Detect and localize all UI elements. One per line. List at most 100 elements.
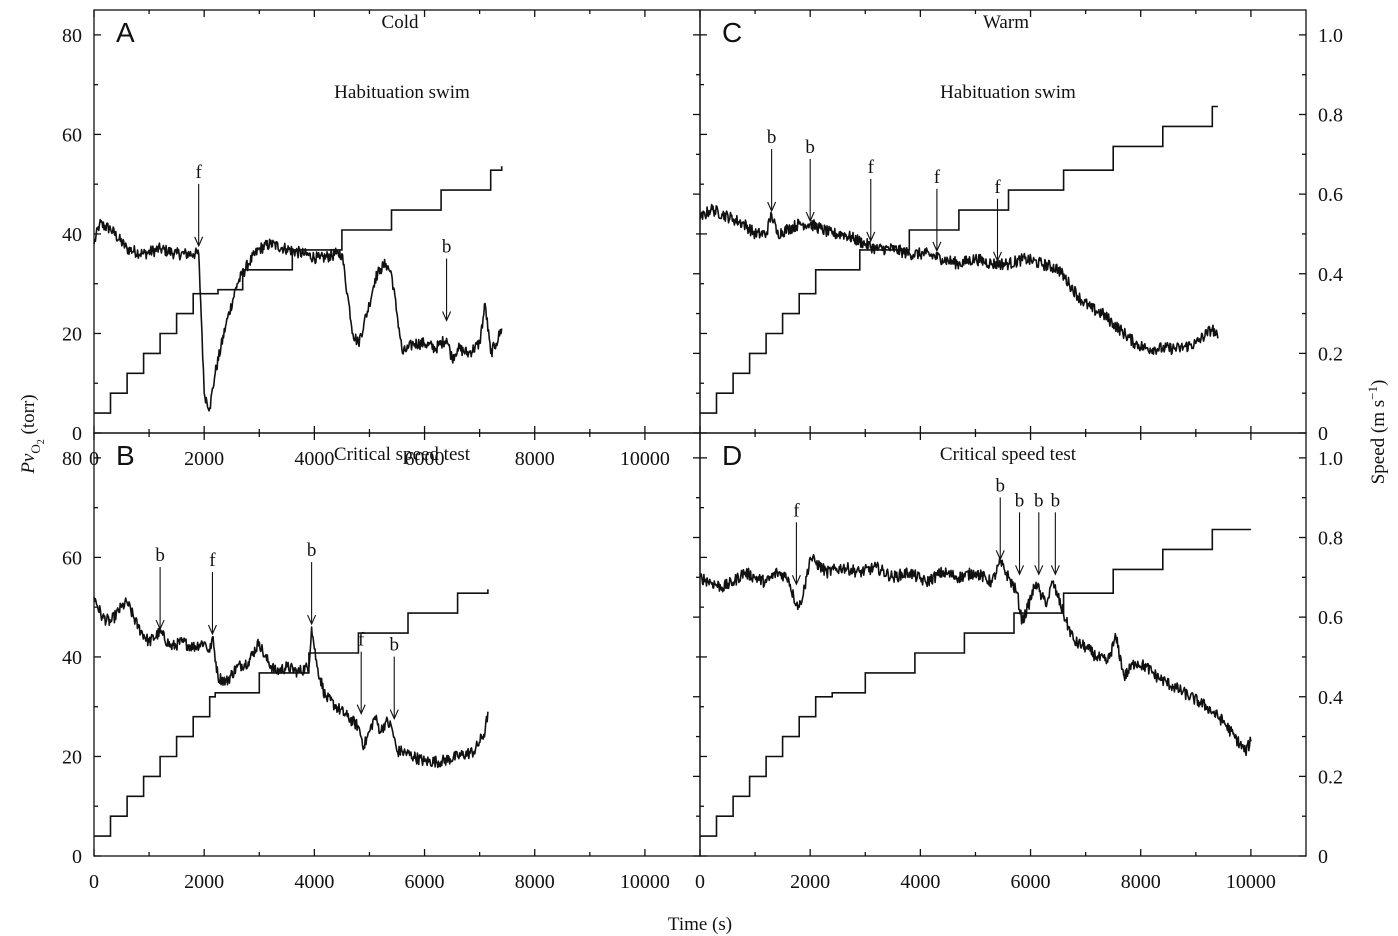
speed-staircase bbox=[94, 589, 489, 837]
annotation-arrow-head bbox=[194, 236, 204, 248]
right-tick-label: 0.8 bbox=[1318, 528, 1343, 550]
annotation-label: b bbox=[442, 237, 452, 258]
x-tick-label: 4000 bbox=[294, 871, 334, 893]
annotation-label: f bbox=[358, 630, 365, 651]
right-axis-label-exp: −1 bbox=[1365, 386, 1380, 400]
right-tick-label: 0.8 bbox=[1318, 105, 1343, 127]
annotation-arrow-head bbox=[356, 704, 366, 716]
left-tick-label: 80 bbox=[62, 448, 82, 470]
right-tick-label: 0.4 bbox=[1318, 264, 1343, 286]
pvo2-trace bbox=[699, 554, 1252, 757]
speed-staircase bbox=[94, 166, 503, 414]
panel-letter: D bbox=[722, 440, 742, 471]
left-axis-label-sub: O bbox=[28, 444, 43, 453]
x-tick-label: 4000 bbox=[294, 448, 334, 470]
left-axis-label-main: Pv bbox=[18, 453, 39, 475]
annotation-f: f bbox=[791, 500, 801, 586]
x-tick-label: 0 bbox=[695, 871, 705, 893]
annotation-label: b bbox=[155, 545, 165, 566]
x-tick-label: 8000 bbox=[515, 448, 555, 470]
speed-staircase bbox=[700, 105, 1218, 414]
annotation-b: b bbox=[995, 475, 1005, 561]
annotation-arrow-head bbox=[992, 251, 1002, 263]
right-tick-label: 1.0 bbox=[1318, 25, 1343, 47]
annotation-label: b bbox=[307, 540, 317, 561]
right-tick-label: 0 bbox=[1318, 846, 1328, 868]
panel-subtitle: Habituation swim bbox=[334, 82, 470, 103]
x-tick-label: 6000 bbox=[405, 871, 445, 893]
annotation-arrow-head bbox=[995, 550, 1005, 561]
pvo2-trace bbox=[93, 218, 503, 412]
left-tick-label: 60 bbox=[62, 547, 82, 569]
left-tick-label: 0 bbox=[72, 846, 82, 868]
annotation-f: f bbox=[992, 177, 1002, 263]
annotation-f: f bbox=[207, 550, 217, 636]
panel-letter: C bbox=[722, 17, 742, 48]
x-tick-label: 8000 bbox=[515, 871, 555, 893]
panel-b: 0 2000 4000 6000 8000 10000 0 20 40 60 80 B Critical… bbox=[62, 432, 701, 893]
annotation-b: b bbox=[805, 137, 815, 223]
annotation-arrow-head bbox=[1015, 565, 1025, 576]
annotation-b: b bbox=[1034, 490, 1044, 576]
speed-staircase bbox=[700, 528, 1251, 837]
right-tick-label: 1.0 bbox=[1318, 448, 1343, 470]
x-tick-label: 6000 bbox=[1011, 871, 1051, 893]
annotation-f: f bbox=[356, 630, 366, 716]
annotation-b: b bbox=[1015, 490, 1025, 576]
annotation-label: b bbox=[805, 137, 815, 158]
annotation-arrow-head bbox=[442, 311, 452, 322]
panel-subtitle: Critical speed test bbox=[334, 444, 471, 465]
left-tick-label: 40 bbox=[62, 224, 82, 246]
annotation-arrow-head bbox=[155, 619, 165, 631]
left-tick-label: 80 bbox=[62, 25, 82, 47]
x-axis-label: Time (s) bbox=[668, 914, 732, 935]
panel-subtitle: Habituation swim bbox=[940, 82, 1076, 103]
left-axis-label-sub2: 2 bbox=[36, 439, 47, 444]
x-tick-label: 4000 bbox=[900, 871, 940, 893]
annotation-label: f bbox=[868, 157, 875, 178]
annotation-label: f bbox=[209, 550, 216, 571]
x-tick-label: 10000 bbox=[620, 448, 670, 470]
right-tick-label: 0.6 bbox=[1318, 184, 1343, 206]
right-axis-label: Speed (m s−1) bbox=[1365, 380, 1389, 485]
annotation-label: b bbox=[767, 127, 777, 148]
x-tick-label: 8000 bbox=[1121, 871, 1161, 893]
annotation-label: b bbox=[1034, 490, 1044, 511]
x-tick-label: 10000 bbox=[620, 871, 670, 893]
right-tick-label: 0.2 bbox=[1318, 343, 1343, 365]
x-tick-label: 2000 bbox=[184, 448, 224, 470]
annotation-arrow-head bbox=[389, 709, 399, 720]
left-tick-label: 40 bbox=[62, 647, 82, 669]
x-tick-label: 0 bbox=[89, 871, 99, 893]
right-tick-label: 0.2 bbox=[1318, 766, 1343, 788]
right-tick-label: 0.6 bbox=[1318, 607, 1343, 629]
annotation-label: b bbox=[995, 475, 1005, 496]
annotation-f: f bbox=[932, 167, 942, 253]
annotation-b: b bbox=[442, 237, 452, 322]
annotation-arrow-head bbox=[1050, 565, 1060, 576]
left-tick-label: 60 bbox=[62, 124, 82, 146]
pvo2-trace bbox=[93, 597, 489, 769]
annotation-label: b bbox=[1051, 490, 1061, 511]
annotation-arrow-head bbox=[805, 211, 815, 223]
panel-d: 0 2000 4000 6000 8000 10000 0 0.2 0.4 0.6 0.8 1.0 D C… bbox=[695, 432, 1343, 893]
annotation-label: f bbox=[934, 167, 941, 188]
left-tick-label: 20 bbox=[62, 323, 82, 345]
annotation-b: b bbox=[155, 545, 165, 631]
x-tick-label: 10000 bbox=[1226, 871, 1276, 893]
annotation-arrow-head bbox=[791, 575, 801, 586]
annotation-f: f bbox=[866, 157, 876, 243]
left-tick-label: 20 bbox=[62, 746, 82, 768]
left-axis-label-unit: (torr) bbox=[18, 394, 39, 439]
annotation-arrow-head bbox=[307, 614, 317, 626]
annotation-b: b bbox=[767, 127, 777, 213]
annotation-b: b bbox=[307, 540, 317, 626]
annotation-arrow-head bbox=[767, 201, 777, 213]
right-axis-label-end: ) bbox=[1368, 380, 1389, 386]
right-tick-label: 0 bbox=[1318, 423, 1328, 445]
annotation-label: f bbox=[793, 500, 800, 521]
annotation-label: b bbox=[389, 635, 399, 656]
